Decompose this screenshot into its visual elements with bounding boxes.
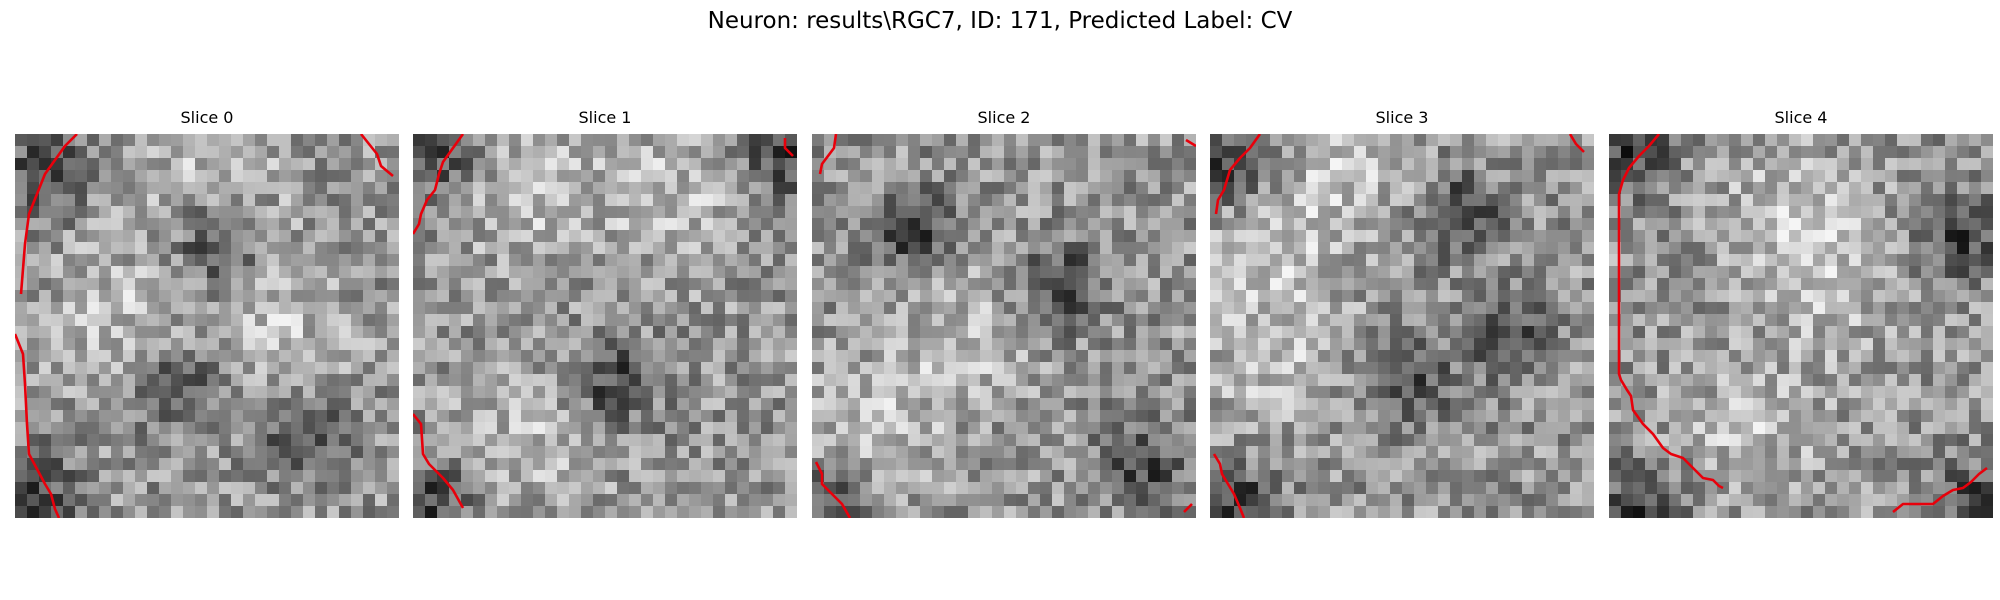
contour-line — [1617, 134, 1724, 490]
contour-line — [413, 134, 465, 235]
slice-title: Slice 1 — [578, 108, 632, 127]
slice-image-4 — [1609, 134, 1993, 518]
contour-line — [1568, 134, 1585, 153]
slice-image-3 — [1210, 134, 1594, 518]
slice-title: Slice 4 — [1774, 108, 1828, 127]
contour-line — [413, 413, 465, 509]
contour-line — [818, 134, 838, 175]
slice-title: Slice 0 — [180, 108, 234, 127]
contour-line — [359, 134, 394, 177]
contour-line — [1892, 466, 1988, 514]
slice-image-2 — [812, 134, 1196, 518]
contour-line — [783, 138, 794, 157]
contour-line — [19, 134, 78, 295]
slice-image-1 — [413, 134, 797, 518]
slice-title: Slice 2 — [977, 108, 1031, 127]
figure-title: Neuron: results\RGC7, ID: 171, Predicted… — [707, 8, 1293, 34]
slice-title: Slice 3 — [1375, 108, 1429, 127]
contour-line — [1183, 503, 1193, 513]
contour-line — [15, 333, 61, 518]
contour-line — [814, 461, 852, 518]
contour-line — [1214, 134, 1262, 215]
slice-image-0 — [15, 134, 399, 518]
contour-line — [1212, 453, 1246, 518]
contour-line — [1185, 138, 1196, 148]
